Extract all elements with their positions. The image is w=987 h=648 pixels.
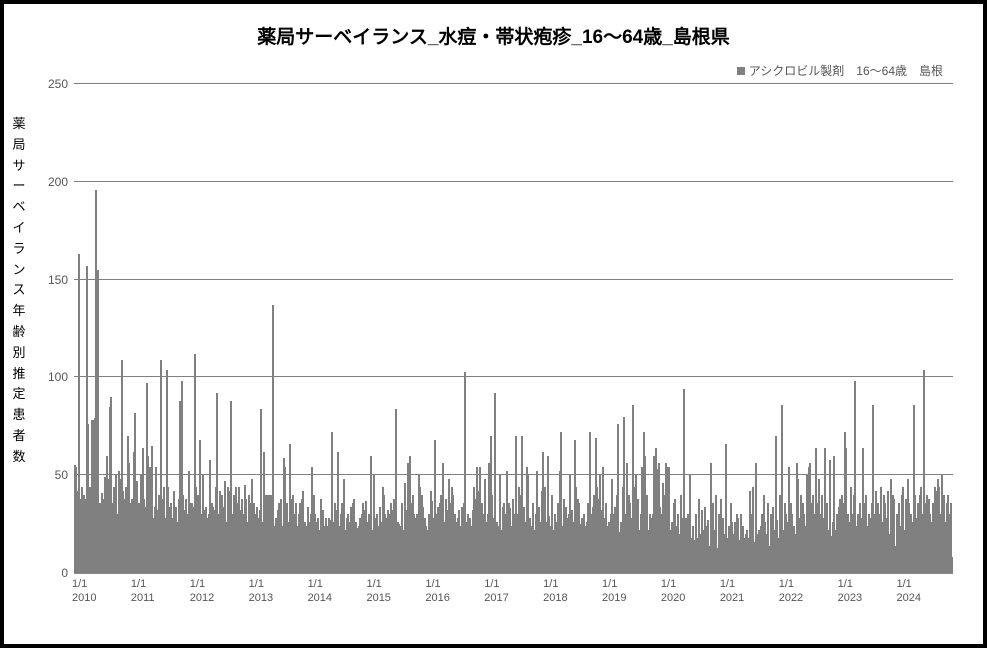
legend-label: アシクロビル製剤 16～64歳 島根: [749, 62, 943, 79]
y-tick-label: 150: [48, 273, 68, 287]
y-tick-label: 0: [61, 566, 68, 580]
x-tick: 1/12020: [661, 577, 685, 606]
legend: アシクロビル製剤 16～64歳 島根: [737, 62, 943, 79]
bar: [952, 557, 954, 573]
chart-frame: 薬局サーベイランス_水痘・帯状疱疹_16～64歳_島根県 アシクロビル製剤 16…: [0, 0, 987, 648]
y-tick-label: 100: [48, 370, 68, 384]
x-tick: 1/12012: [190, 577, 214, 606]
x-tick: 1/12016: [425, 577, 449, 606]
x-tick: 1/12013: [249, 577, 273, 606]
gridline: [74, 181, 953, 182]
gridline: [74, 474, 953, 475]
y-tick-label: 50: [55, 468, 68, 482]
x-tick: 1/12019: [602, 577, 626, 606]
bars-container: [74, 84, 953, 573]
y-axis-label: 薬局サーベイランス年齢別推定患者数: [12, 114, 26, 468]
gridline: [74, 376, 953, 377]
x-tick: 1/12010: [72, 577, 96, 606]
x-tick: 1/12015: [366, 577, 390, 606]
x-tick: 1/12023: [838, 577, 862, 606]
gridline: [74, 279, 953, 280]
x-tick: 1/12014: [308, 577, 332, 606]
x-tick: 1/12022: [779, 577, 803, 606]
y-tick-label: 250: [48, 77, 68, 91]
chart-title: 薬局サーベイランス_水痘・帯状疱疹_16～64歳_島根県: [4, 22, 983, 49]
y-tick-label: 200: [48, 175, 68, 189]
x-tick: 1/12024: [897, 577, 921, 606]
gridline: [74, 83, 953, 84]
plot-area: 0501001502002501/120101/120111/120121/12…: [74, 84, 953, 574]
x-tick: 1/12021: [720, 577, 744, 606]
x-tick: 1/12018: [543, 577, 567, 606]
x-tick: 1/12011: [131, 577, 155, 606]
legend-swatch: [737, 67, 745, 75]
x-tick: 1/12017: [484, 577, 508, 606]
